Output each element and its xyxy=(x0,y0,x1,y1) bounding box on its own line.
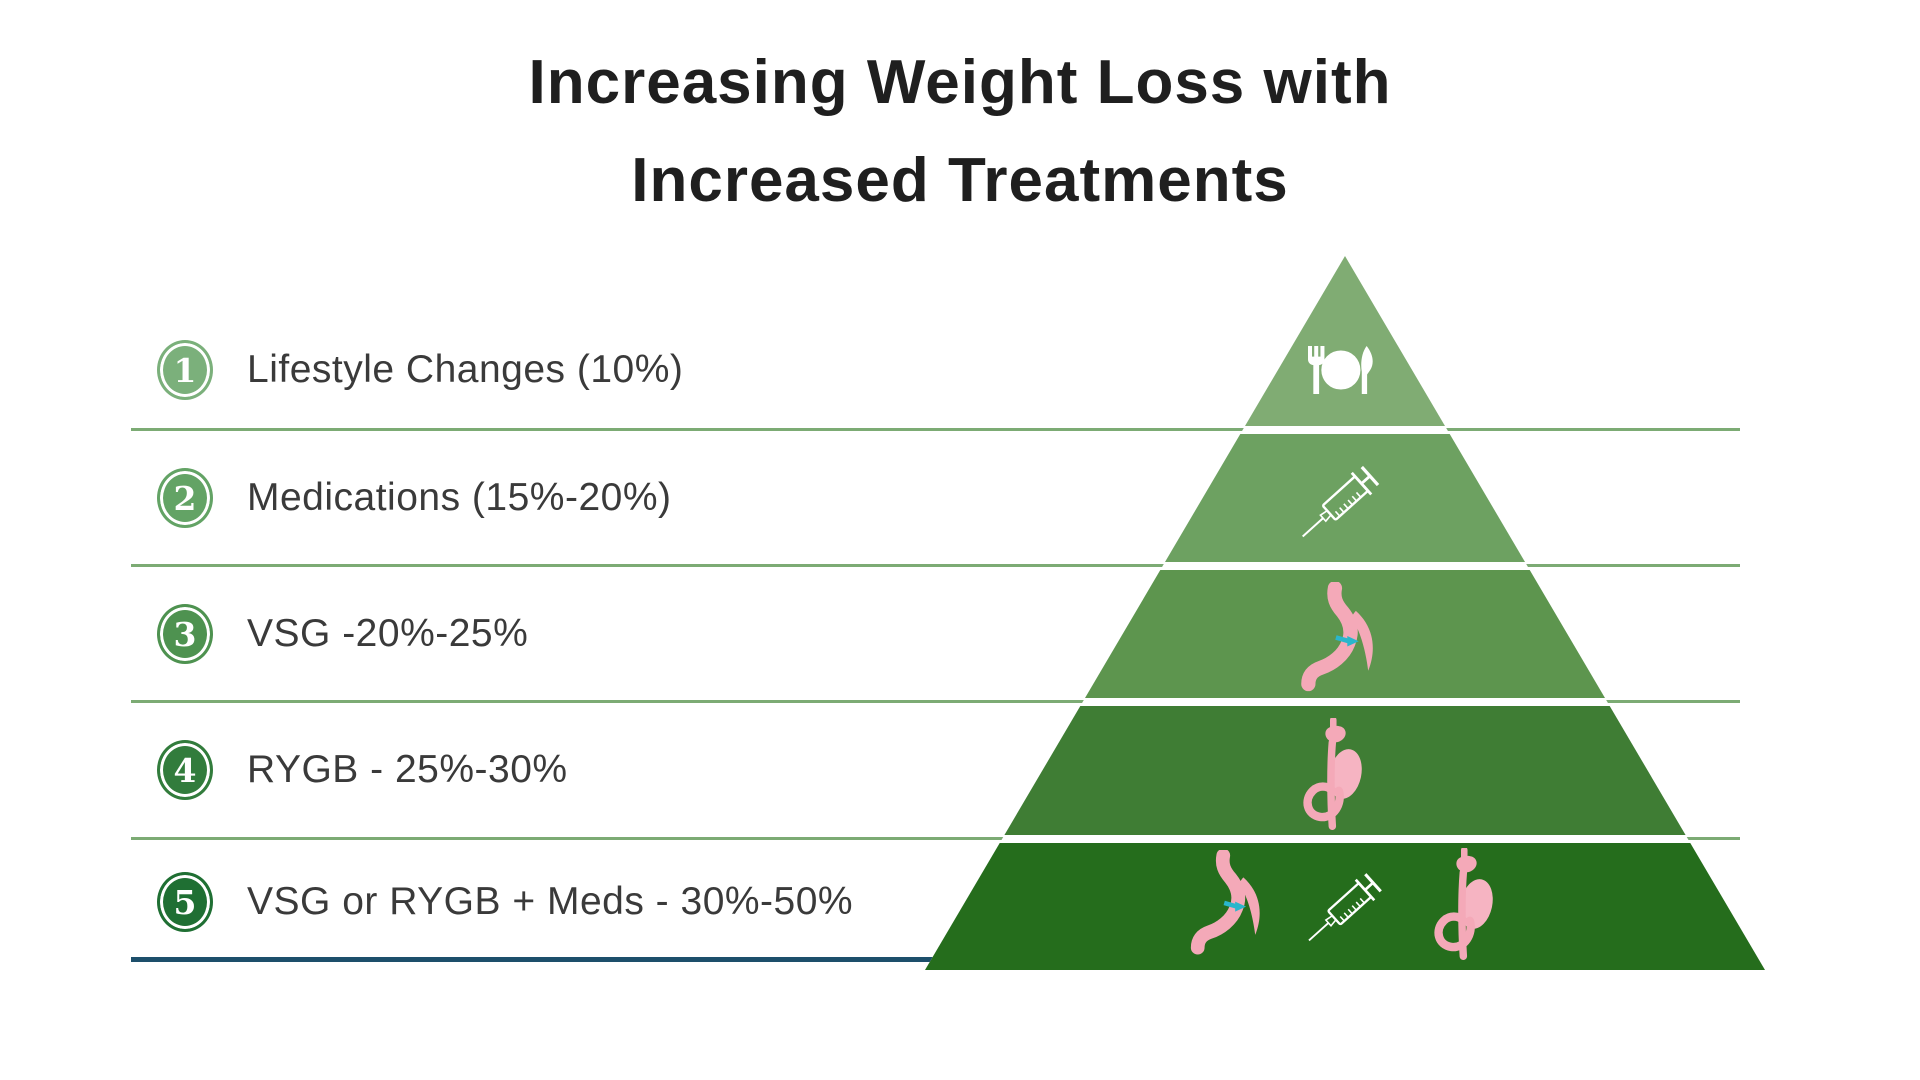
rygb-stomach-icon xyxy=(1298,718,1376,830)
level-row-4: 4 RYGB - 25%-30% xyxy=(157,738,568,802)
level-2-label: Medications (15%-20%) xyxy=(247,476,672,519)
level-1-number-badge: 1 xyxy=(157,340,213,400)
level-3-number-badge: 3 xyxy=(157,604,213,664)
level-1-number: 1 xyxy=(173,350,197,390)
syringe-icon xyxy=(1288,450,1393,555)
page-title-line2: Increased Treatments xyxy=(631,146,1289,215)
separator-line-3 xyxy=(131,700,1740,703)
level-4-label: RYGB - 25%-30% xyxy=(247,748,568,791)
level-5-label: VSG or RYGB + Meds - 30%-50% xyxy=(247,880,854,923)
pyramid-band-5 xyxy=(925,843,1765,970)
pyramid-band-1 xyxy=(925,256,1765,426)
level-3-number: 3 xyxy=(173,614,197,654)
level-5-number: 5 xyxy=(173,882,197,922)
level-3-label: VSG -20%-25% xyxy=(247,612,529,655)
page-title: Increasing Weight Loss with Increased Tr… xyxy=(0,34,1920,230)
level-2-number: 2 xyxy=(173,478,197,518)
page-title-line1: Increasing Weight Loss with xyxy=(528,48,1392,117)
level-row-2: 2 Medications (15%-20%) xyxy=(157,466,672,530)
level-4-number: 4 xyxy=(173,750,197,790)
level-1-label: Lifestyle Changes (10%) xyxy=(247,348,684,391)
level-5-number-badge: 5 xyxy=(157,872,213,932)
separator-line-2 xyxy=(131,564,1740,567)
vsg-stomach-icon xyxy=(1183,850,1280,955)
syringe-icon xyxy=(1295,858,1395,958)
separator-line-1 xyxy=(131,428,1740,431)
vsg-stomach-icon xyxy=(1296,582,1391,692)
level-row-5: 5 VSG or RYGB + Meds - 30%-50% xyxy=(157,870,853,934)
plate-fork-knife-icon xyxy=(1300,342,1380,398)
separator-line-4 xyxy=(131,837,1740,840)
level-2-number-badge: 2 xyxy=(157,468,213,528)
level-row-1: 1 Lifestyle Changes (10%) xyxy=(157,338,683,402)
level-4-number-badge: 4 xyxy=(157,740,213,800)
level-row-3: 3 VSG -20%-25% xyxy=(157,602,528,666)
rygb-stomach-icon xyxy=(1428,848,1508,960)
